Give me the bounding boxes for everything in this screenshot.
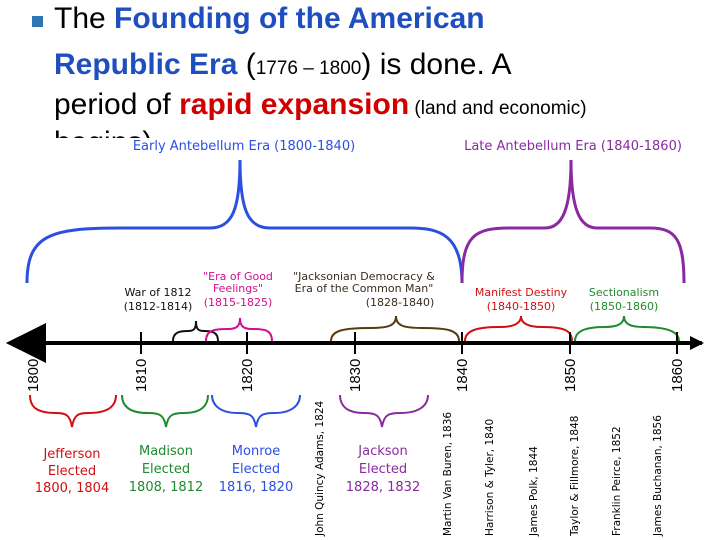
single-term-label: Franklin Peirce, 1852 (611, 426, 623, 536)
period-brace-manifest-destiny (464, 315, 573, 342)
era-label-early-antebellum: Early Antebellum Era (1800-1840) (133, 139, 355, 154)
headline-text-2: ) is done. A (361, 48, 512, 81)
headline-text-3: period of (54, 88, 180, 121)
headline-era-name-2: Republic Era (54, 48, 238, 81)
bullet-icon (32, 16, 43, 27)
decade-label-1810: 1810 (133, 359, 150, 392)
period-label-era-of-good-feelings: "Era of Good Feelings" (1815-1825) (203, 270, 273, 309)
headline-era-name: Founding of the American (114, 2, 485, 35)
headline-paren-note: (land and economic) (409, 98, 587, 119)
presidency-brace-jackson (339, 394, 429, 428)
period-brace-jacksonian (330, 315, 460, 342)
single-term-label: John Quincy Adams, 1824 (314, 401, 326, 537)
decade-ticks: 1800 1810 1820 1830 1840 1850 1860 (25, 332, 686, 392)
decade-label-1830: 1830 (347, 359, 364, 392)
period-label-jacksonian-democracy: "Jacksonian Democracy & Era of the Common… (293, 270, 435, 309)
presidency-brace-monroe (211, 394, 301, 428)
headline-line-4: begins) (54, 126, 152, 138)
era-brace-late (460, 159, 686, 284)
axis-arrow-right-icon (690, 336, 704, 350)
single-term-presidents: John Quincy Adams, 1824 Martin Van Buren,… (314, 401, 664, 537)
headline-text-4: begins) (54, 126, 152, 138)
headline-text: The (54, 2, 115, 35)
single-term-label: Harrison & Tyler, 1840 (484, 419, 496, 536)
decade-label-1840: 1840 (454, 359, 471, 392)
headline-emphasis: rapid expansion (179, 88, 410, 121)
decade-label-1860: 1860 (669, 359, 686, 392)
presidency-label-madison: Madison Elected 1808, 1812 (129, 444, 203, 495)
headline-years: 1776 – 1800 (255, 58, 362, 79)
single-term-label: Martin Van Buren, 1836 (442, 412, 454, 536)
headline-line-1: The Founding of the American (54, 2, 485, 36)
single-term-label: James Polk, 1844 (528, 446, 540, 537)
period-label-war-of-1812: War of 1812 (1812-1814) (124, 286, 193, 313)
presidency-label-jackson: Jackson Elected 1828, 1832 (346, 444, 420, 495)
axis-arrow-left-icon (6, 336, 20, 350)
period-brace-good-feelings (205, 317, 273, 342)
headline: The Founding of the American Republic Er… (0, 0, 720, 150)
era-brace-early (25, 159, 464, 284)
period-brace-sectionalism (574, 315, 680, 342)
presidency-label-monroe: Monroe Elected 1816, 1820 (219, 444, 293, 495)
headline-line-2: Republic Era (1776 – 1800) is done. A (54, 48, 511, 86)
single-term-label: Taylor & Fillmore, 1848 (569, 416, 581, 537)
presidency-brace-madison (121, 394, 209, 428)
decade-label-1850: 1850 (562, 359, 579, 392)
single-term-label: James Buchanan, 1856 (652, 415, 664, 537)
headline-paren: ( (237, 48, 256, 81)
headline-line-3: period of rapid expansion (land and econ… (54, 88, 587, 126)
period-label-sectionalism: Sectionalism (1850-1860) (589, 286, 659, 313)
period-label-manifest-destiny: Manifest Destiny (1840-1850) (475, 286, 568, 313)
presidency-label-jefferson: Jefferson Elected 1800, 1804 (35, 447, 109, 496)
era-label-late-antebellum: Late Antebellum Era (1840-1860) (464, 139, 682, 154)
decade-label-1820: 1820 (239, 359, 256, 392)
presidency-brace-jefferson (29, 394, 117, 428)
decade-label-1800: 1800 (25, 359, 42, 392)
